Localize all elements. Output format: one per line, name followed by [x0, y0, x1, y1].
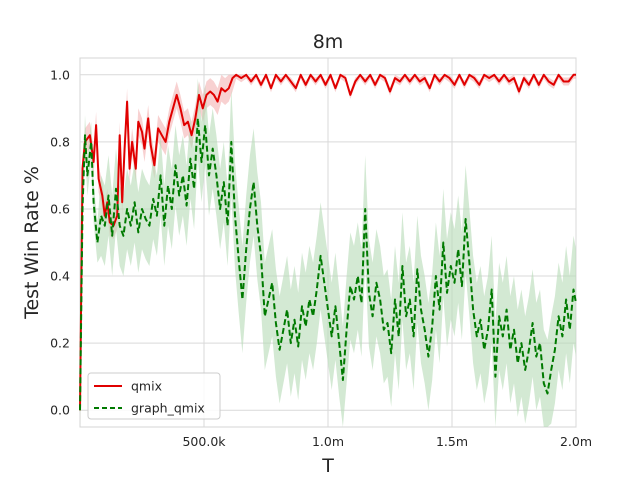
chart-title: 8m — [313, 31, 344, 53]
y-tick-label: 0.8 — [50, 134, 70, 149]
y-tick-label: 1.0 — [50, 67, 70, 82]
y-tick-label: 0.4 — [50, 269, 70, 284]
y-tick-label: 0.6 — [50, 201, 70, 216]
band-graph-qmix — [80, 78, 576, 427]
y-tick-label: 0.2 — [50, 336, 70, 351]
line-qmix — [79, 73, 576, 411]
y-tick-labels: 0.0 0.2 0.4 0.6 0.8 1.0 — [50, 67, 70, 417]
x-axis-title: T — [321, 455, 334, 477]
x-tick-label: 2.0m — [560, 434, 592, 449]
x-tick-label: 500.0k — [182, 434, 226, 449]
y-axis-title: Test Win Rate % — [21, 166, 43, 320]
x-tick-label: 1.0m — [312, 434, 344, 449]
plot-area — [79, 57, 577, 428]
legend-label-qmix: qmix — [131, 379, 162, 394]
confidence-bands — [80, 74, 576, 427]
y-tick-label: 0.0 — [50, 403, 70, 418]
x-tick-labels: 500.0k 1.0m 1.5m 2.0m — [182, 434, 592, 449]
legend-label-graph-qmix: graph_qmix — [131, 401, 205, 416]
line-graph-qmix — [79, 117, 577, 411]
series-lines — [79, 73, 577, 411]
x-tick-label: 1.5m — [436, 434, 468, 449]
legend: qmix graph_qmix — [87, 372, 221, 420]
